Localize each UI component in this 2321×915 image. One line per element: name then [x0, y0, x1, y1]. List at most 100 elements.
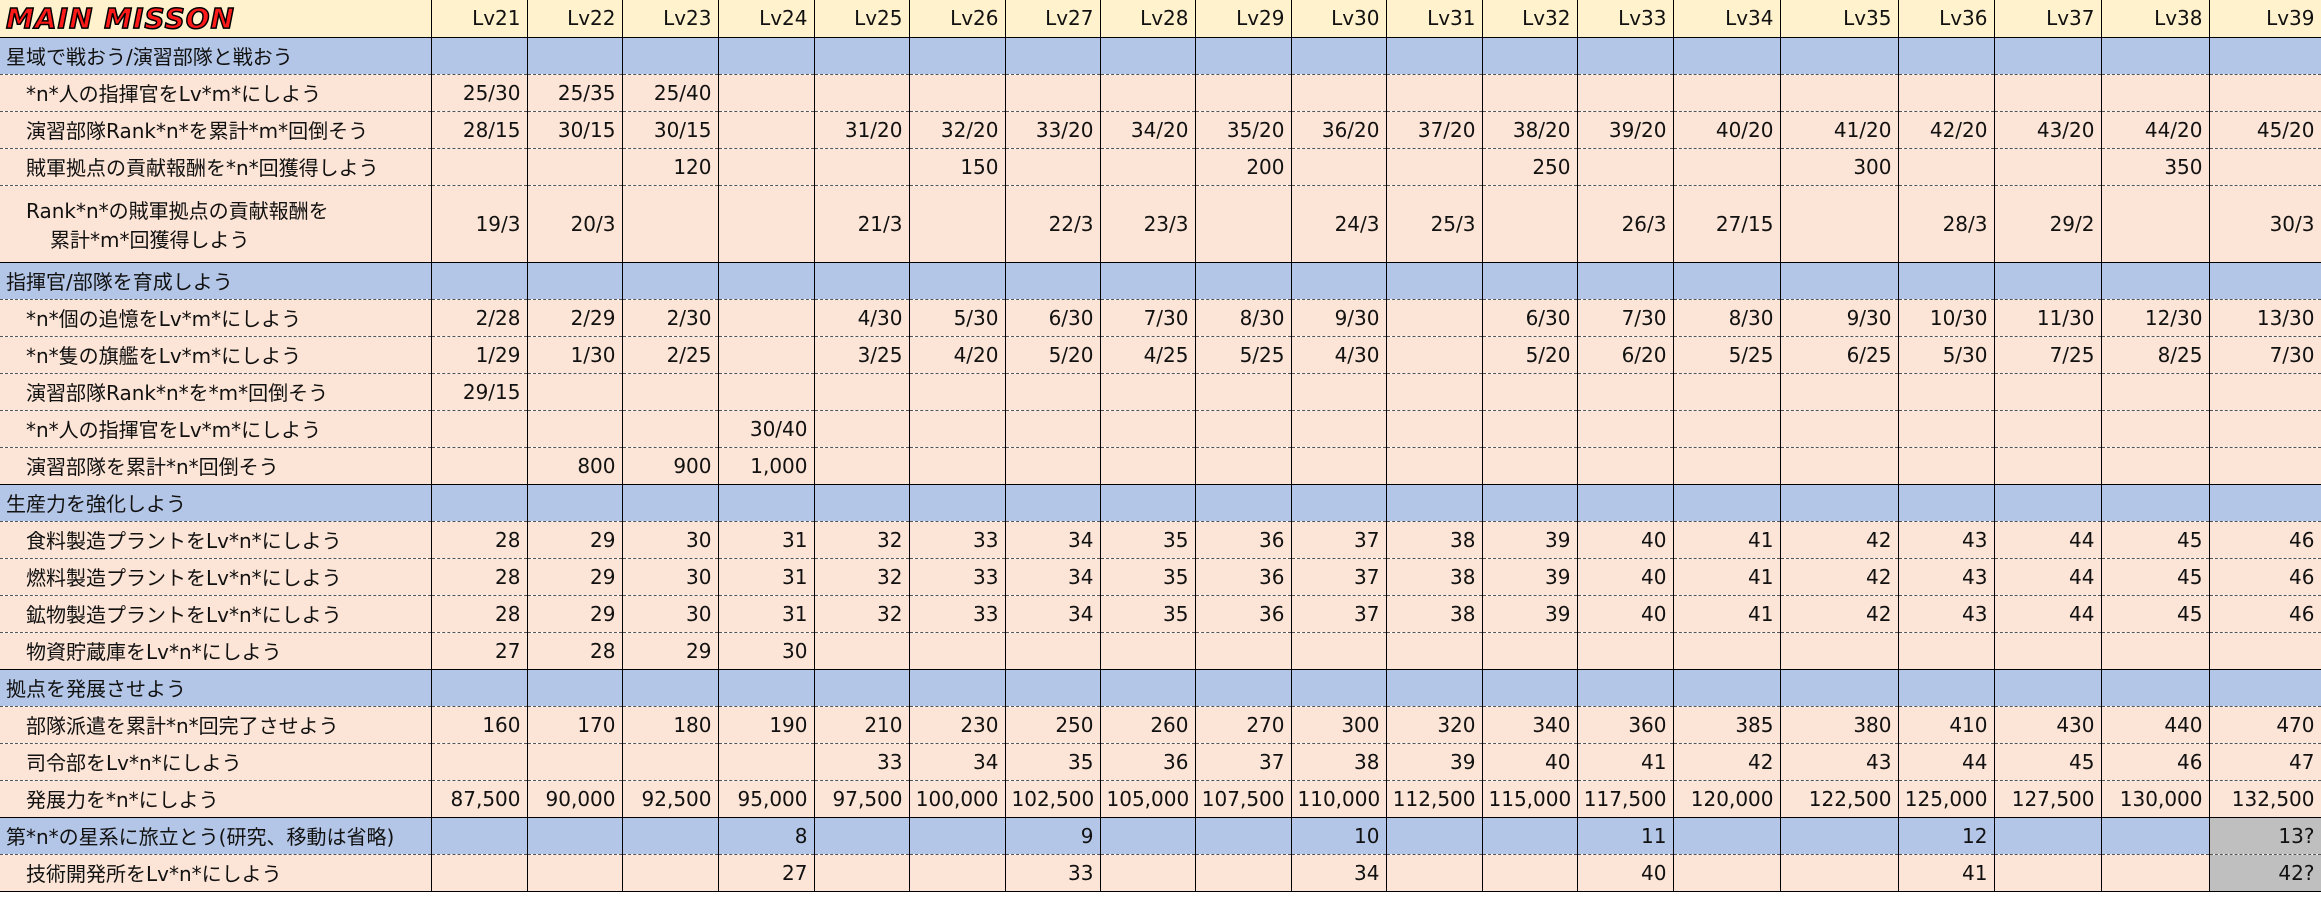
section-cell: [814, 261, 910, 300]
mission-value: 38: [1386, 558, 1483, 596]
mission-value: 4/25: [1100, 336, 1196, 374]
mission-value: 170: [527, 706, 623, 744]
mission-value: [1577, 373, 1674, 411]
level-header: Lv30: [1291, 0, 1387, 38]
mission-value: 27: [718, 854, 815, 892]
section-cell: 10: [1291, 816, 1387, 855]
mission-value: 5/20: [1005, 336, 1101, 374]
mission-value: 90,000: [527, 780, 623, 818]
level-header: Lv39: [2209, 0, 2321, 38]
mission-value: 385: [1673, 706, 1781, 744]
mission-label: 部隊派遣を累計*n*回完了させよう: [0, 706, 432, 744]
mission-value: 35: [1005, 743, 1101, 781]
mission-value: 46: [2209, 558, 2321, 596]
section-cell: [431, 36, 528, 75]
level-header: Lv23: [622, 0, 719, 38]
mission-value: [2101, 373, 2210, 411]
mission-value: 41/20: [1780, 111, 1899, 149]
section-cell: [622, 668, 719, 707]
mission-value: [718, 373, 815, 411]
section-cell: [1898, 36, 1995, 75]
mission-label: 演習部隊を累計*n*回倒そう: [0, 447, 432, 485]
mission-value: 46: [2101, 743, 2210, 781]
mission-value: 31: [718, 558, 815, 596]
mission-value: [431, 743, 528, 781]
mission-value: [1577, 447, 1674, 485]
mission-value: [1673, 373, 1781, 411]
mission-value: 350: [2101, 148, 2210, 186]
mission-value: [1005, 74, 1101, 112]
mission-value: [1386, 447, 1483, 485]
mission-value: [1005, 410, 1101, 448]
mission-value: 41: [1673, 521, 1781, 559]
mission-value: 30/15: [622, 111, 719, 149]
mission-value: 6/25: [1780, 336, 1899, 374]
section-cell: [1291, 483, 1387, 522]
mission-value: 340: [1482, 706, 1578, 744]
section-cell: [1100, 36, 1196, 75]
mission-value: 38: [1291, 743, 1387, 781]
mission-value: 440: [2101, 706, 2210, 744]
mission-value: 4/30: [814, 299, 910, 337]
level-header: Lv27: [1005, 0, 1101, 38]
mission-value: 29: [622, 632, 719, 670]
mission-label: 技術開発所をLv*n*にしよう: [0, 854, 432, 892]
mission-value: 32: [814, 595, 910, 633]
section-cell: [814, 816, 910, 855]
section-cell: [1100, 668, 1196, 707]
mission-value: [1386, 632, 1483, 670]
section-cell: [718, 668, 815, 707]
mission-value: 33: [814, 743, 910, 781]
mission-value: [814, 148, 910, 186]
mission-value: [622, 185, 719, 263]
level-header: Lv28: [1100, 0, 1196, 38]
mission-value: 36: [1195, 595, 1292, 633]
section-cell: [527, 816, 623, 855]
section-cell: [527, 36, 623, 75]
mission-value: 120: [622, 148, 719, 186]
section-cell: [1898, 668, 1995, 707]
mission-value: 30/3: [2209, 185, 2321, 263]
mission-value: 30: [718, 632, 815, 670]
mission-value: [1291, 74, 1387, 112]
mission-value: [1898, 447, 1995, 485]
mission-value: 31: [718, 521, 815, 559]
mission-value: [1386, 336, 1483, 374]
mission-value: [814, 373, 910, 411]
mission-row: 食料製造プラントをLv*n*にしよう 28 29 30 31 32 33 34 35 36 37 38…: [0, 521, 2321, 559]
mission-value: 210: [814, 706, 910, 744]
section-cell: [622, 483, 719, 522]
mission-value: [527, 743, 623, 781]
mission-value: [1577, 148, 1674, 186]
section-title: 第*n*の星系に旅立とう(研究、移動は省略): [0, 816, 432, 855]
mission-value: 33: [909, 558, 1006, 596]
mission-value: [1100, 447, 1196, 485]
mission-value: 25/30: [431, 74, 528, 112]
mission-value: [718, 743, 815, 781]
mission-value: [909, 854, 1006, 892]
mission-value: 37: [1291, 595, 1387, 633]
section-cell: [1386, 261, 1483, 300]
mission-value: 87,500: [431, 780, 528, 818]
mission-value: [2209, 74, 2321, 112]
section-cell: [1673, 261, 1781, 300]
mission-value: [1577, 632, 1674, 670]
mission-value: [1780, 373, 1899, 411]
mission-value: 112,500: [1386, 780, 1483, 818]
mission-value: 127,500: [1994, 780, 2102, 818]
mission-value: 46: [2209, 521, 2321, 559]
mission-value: 43: [1898, 558, 1995, 596]
mission-value: 270: [1195, 706, 1292, 744]
mission-label: Rank*n*の賊軍拠点の貢献報酬を 累計*m*回獲得しよう: [0, 185, 432, 263]
mission-value: [1482, 185, 1578, 263]
mission-value: [1994, 854, 2102, 892]
mission-value: 41: [1673, 558, 1781, 596]
mission-value: [1386, 854, 1483, 892]
section-cell: [1577, 668, 1674, 707]
mission-row: 演習部隊Rank*n*を*m*回倒そう 29/15: [0, 373, 2321, 411]
mission-value: 300: [1291, 706, 1387, 744]
mission-value: [1100, 148, 1196, 186]
mission-value: 20/3: [527, 185, 623, 263]
mission-value: 40: [1577, 521, 1674, 559]
mission-value: [1780, 632, 1899, 670]
